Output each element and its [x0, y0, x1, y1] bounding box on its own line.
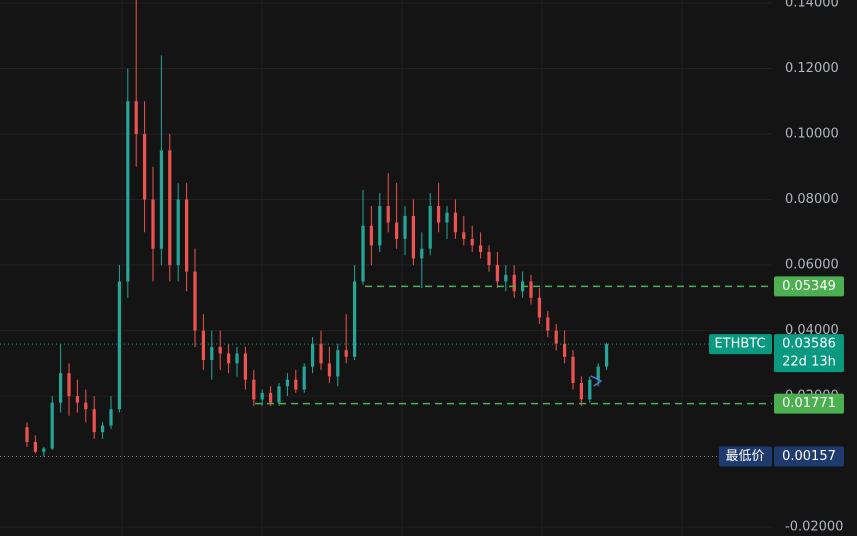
candle-body: [285, 379, 289, 387]
y-tick-label: 0.10000: [785, 127, 839, 142]
candle-body: [336, 350, 340, 377]
candle-body: [470, 238, 474, 246]
candle-body: [487, 251, 491, 266]
price-label-box: [774, 276, 844, 297]
candle-body: [243, 353, 247, 380]
lowest-price-box: [774, 446, 844, 467]
candle-body: [353, 281, 357, 357]
vertical-grid: [121, 0, 683, 536]
candle-body: [378, 206, 382, 246]
lowest-price-label: 0.00157: [782, 449, 836, 464]
candle-body: [495, 265, 499, 282]
candle-body: [143, 134, 147, 200]
candle-body: [42, 448, 46, 452]
candle-body: [479, 245, 483, 252]
symbol-label: ETHBTC: [714, 337, 765, 352]
arrow-icon: [590, 375, 603, 387]
candle-body: [571, 356, 575, 383]
candle-body: [319, 343, 323, 364]
candle-body: [327, 363, 331, 377]
candle-body: [563, 343, 567, 357]
candle-body: [344, 350, 348, 357]
candle-body: [395, 222, 399, 239]
countdown-label: 22d 13h: [782, 355, 836, 370]
price-label: 0.01771: [782, 396, 836, 411]
candle-body: [134, 101, 138, 134]
candle-body: [529, 281, 533, 298]
candle-body: [403, 215, 407, 239]
candle-body: [25, 427, 29, 442]
candle-body: [151, 199, 155, 249]
candle-body: [59, 373, 63, 403]
candle-body: [50, 402, 54, 449]
candle-body: [277, 386, 281, 403]
candle-body: [101, 425, 105, 433]
candle-body: [159, 150, 163, 249]
candle-body: [201, 330, 205, 361]
candle-body: [218, 346, 222, 354]
y-tick-label: -0.02000: [785, 520, 843, 535]
candle-body: [445, 212, 449, 223]
candle-body: [411, 215, 415, 259]
candle-body: [596, 366, 600, 380]
candle-body: [168, 150, 172, 266]
candle-body: [554, 330, 558, 344]
price-label-box: [774, 393, 844, 414]
price-label: 0.05349: [782, 279, 836, 294]
candle-body: [605, 344, 609, 367]
lowest-label: 最低价: [725, 449, 764, 464]
candle-body: [453, 212, 457, 233]
candle-body: [260, 392, 264, 400]
candle-body: [294, 379, 298, 390]
current-price-label: 0.03586: [782, 337, 836, 352]
candle-body: [579, 382, 583, 400]
candle-body: [361, 225, 365, 282]
candle-body: [92, 409, 96, 433]
candle-body: [588, 379, 592, 400]
current-price-box: [774, 334, 844, 373]
lowest-label-box: [719, 446, 772, 467]
candle-body: [437, 206, 441, 223]
symbol-box: [709, 334, 772, 355]
y-tick-label: 0.14000: [785, 0, 839, 10]
candle-body: [109, 409, 113, 426]
candle-body: [75, 396, 79, 403]
candle-body: [185, 199, 189, 272]
candle-body: [386, 206, 390, 223]
candle-body: [67, 373, 71, 397]
candle-body: [117, 281, 121, 410]
candle-body: [252, 379, 256, 400]
candle-body: [512, 274, 516, 292]
candle-body: [504, 274, 508, 282]
candle-body: [193, 271, 197, 331]
candle-body: [420, 248, 424, 259]
y-tick-label: 0.12000: [785, 61, 839, 76]
candle-body: [269, 392, 273, 403]
candle-body: [176, 199, 180, 266]
candle-body: [235, 353, 239, 364]
y-tick-label: 0.08000: [785, 192, 839, 207]
candle-body: [311, 343, 315, 367]
candle-body: [537, 297, 541, 318]
candle-body: [428, 206, 432, 249]
candle-body: [546, 317, 550, 331]
candle-body: [302, 366, 306, 390]
candle-body: [227, 353, 231, 364]
candle-body: [84, 402, 88, 410]
candle-body: [33, 441, 37, 452]
y-tick-label: 0.06000: [785, 258, 839, 273]
candle-body: [126, 101, 130, 282]
candle-body: [369, 225, 373, 246]
candle-body: [462, 232, 466, 239]
candle-body: [210, 346, 214, 361]
